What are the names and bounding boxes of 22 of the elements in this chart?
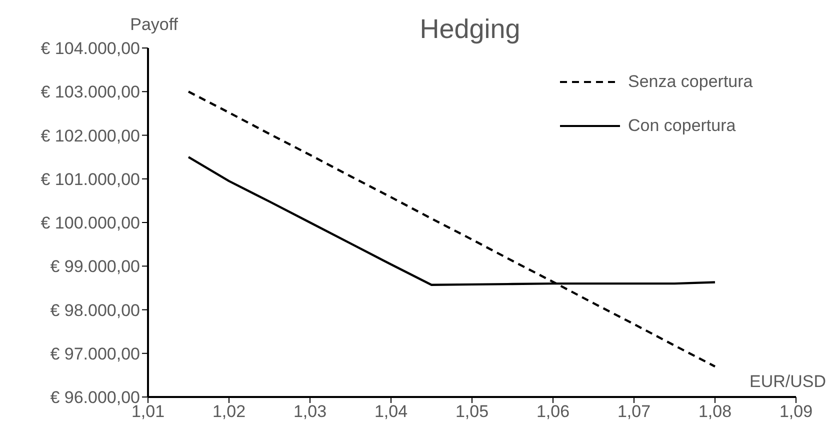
- y-axis-title: Payoff: [130, 15, 178, 34]
- x-tick-label: 1,01: [131, 402, 165, 422]
- x-tick-label: 1,02: [212, 402, 246, 422]
- legend-label: Senza copertura: [628, 72, 753, 92]
- legend-label: Con copertura: [628, 116, 736, 136]
- y-tick-label: € 99.000,00: [50, 257, 140, 276]
- x-tick-label: 1,03: [293, 402, 327, 422]
- y-tick-label: € 103.000,00: [40, 82, 140, 102]
- x-tick-label: 1,08: [698, 402, 732, 422]
- x-tick-label: 1,09: [779, 402, 813, 422]
- y-tick-label: € 100.000,00: [40, 214, 140, 233]
- y-tick-label: € 104.000,00: [40, 39, 140, 58]
- x-tick-label: 1,06: [536, 402, 570, 422]
- x-axis-title: EUR/USD: [749, 372, 826, 391]
- y-tick-label: € 102.000,00: [40, 126, 140, 146]
- y-tick-label: € 97.000,00: [50, 344, 140, 364]
- x-tick-label: 1,05: [455, 402, 489, 422]
- chart-title: Hedging: [420, 14, 520, 44]
- x-tick-label: 1,07: [617, 402, 651, 422]
- x-tick-label: 1,04: [374, 402, 408, 422]
- y-tick-label: € 101.000,00: [40, 170, 140, 189]
- y-tick-label: € 98.000,00: [50, 300, 140, 320]
